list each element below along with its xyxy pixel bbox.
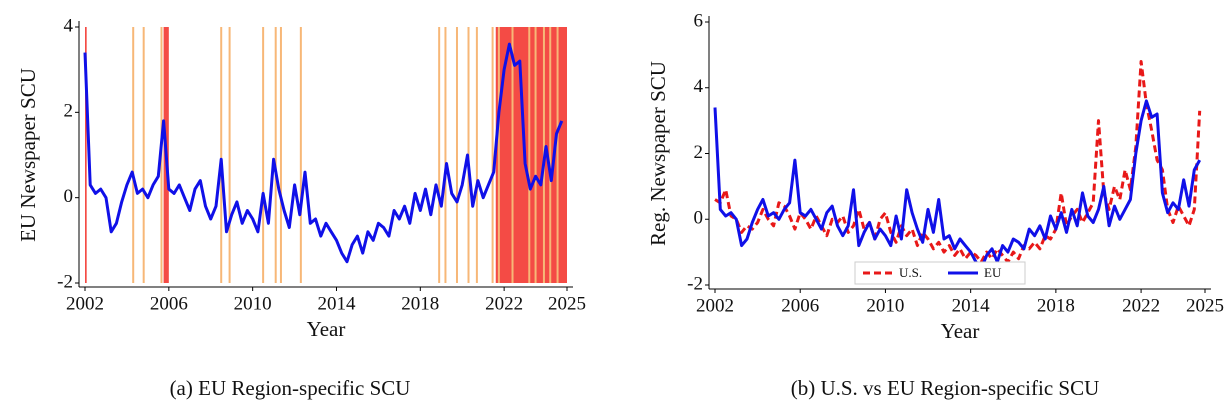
legend: U.S. EU	[854, 261, 1026, 285]
series-line	[713, 99, 1202, 271]
legend-label: U.S.	[899, 265, 922, 280]
y-tick-label: 6	[694, 10, 704, 31]
x-tick-label: 2006	[781, 295, 819, 316]
legend-box	[854, 261, 1026, 285]
caption: (a) EU Region-specific SCU	[170, 376, 411, 400]
y-tick-label: 2	[64, 101, 74, 122]
legend-label: EU	[984, 265, 1002, 280]
x-tick-label: 2022	[1122, 295, 1160, 316]
x-axis-label: Year	[941, 319, 980, 343]
y-axis-label: Reg. Newspaper SCU	[646, 61, 670, 246]
x-tick-label: 2025	[1186, 295, 1224, 316]
chart: -2 0 2 4 2002 2006 2010 2014 2018 2022 2025 Year EU …	[16, 15, 586, 399]
x-tick-label: 2018	[401, 293, 439, 314]
x-tick-label: 2022	[485, 293, 523, 314]
chart: -2 0 2 4 6 2002 2006 2010 2014 2018 2022 2025 Year Re…	[646, 10, 1224, 399]
x-tick-label: 2025	[548, 293, 586, 314]
x-tick-label: 2014	[952, 295, 991, 316]
x-tick-label: 2002	[66, 293, 104, 314]
x-tick-label: 2010	[234, 293, 272, 314]
y-tick-label: 0	[64, 186, 74, 207]
series-line	[83, 42, 564, 264]
x-tick-label: 2014	[317, 293, 356, 314]
y-tick-label: -2	[57, 271, 73, 292]
y-axis-label: EU Newspaper SCU	[16, 68, 40, 242]
x-axis-label: Year	[307, 317, 346, 341]
y-tick-label: -2	[687, 273, 703, 294]
caption: (b) U.S. vs EU Region-specific SCU	[791, 376, 1100, 400]
y-tick-label: 4	[694, 76, 704, 97]
y-tick-label: 2	[694, 142, 704, 163]
x-tick-label: 2018	[1037, 295, 1075, 316]
y-tick-label: 0	[694, 208, 704, 229]
shaded-span	[85, 27, 87, 283]
x-tick-label: 2002	[696, 295, 734, 316]
series-line	[714, 60, 1202, 264]
x-tick-label: 2006	[150, 293, 188, 314]
y-tick-label: 4	[64, 15, 74, 36]
x-tick-label: 2010	[866, 295, 904, 316]
